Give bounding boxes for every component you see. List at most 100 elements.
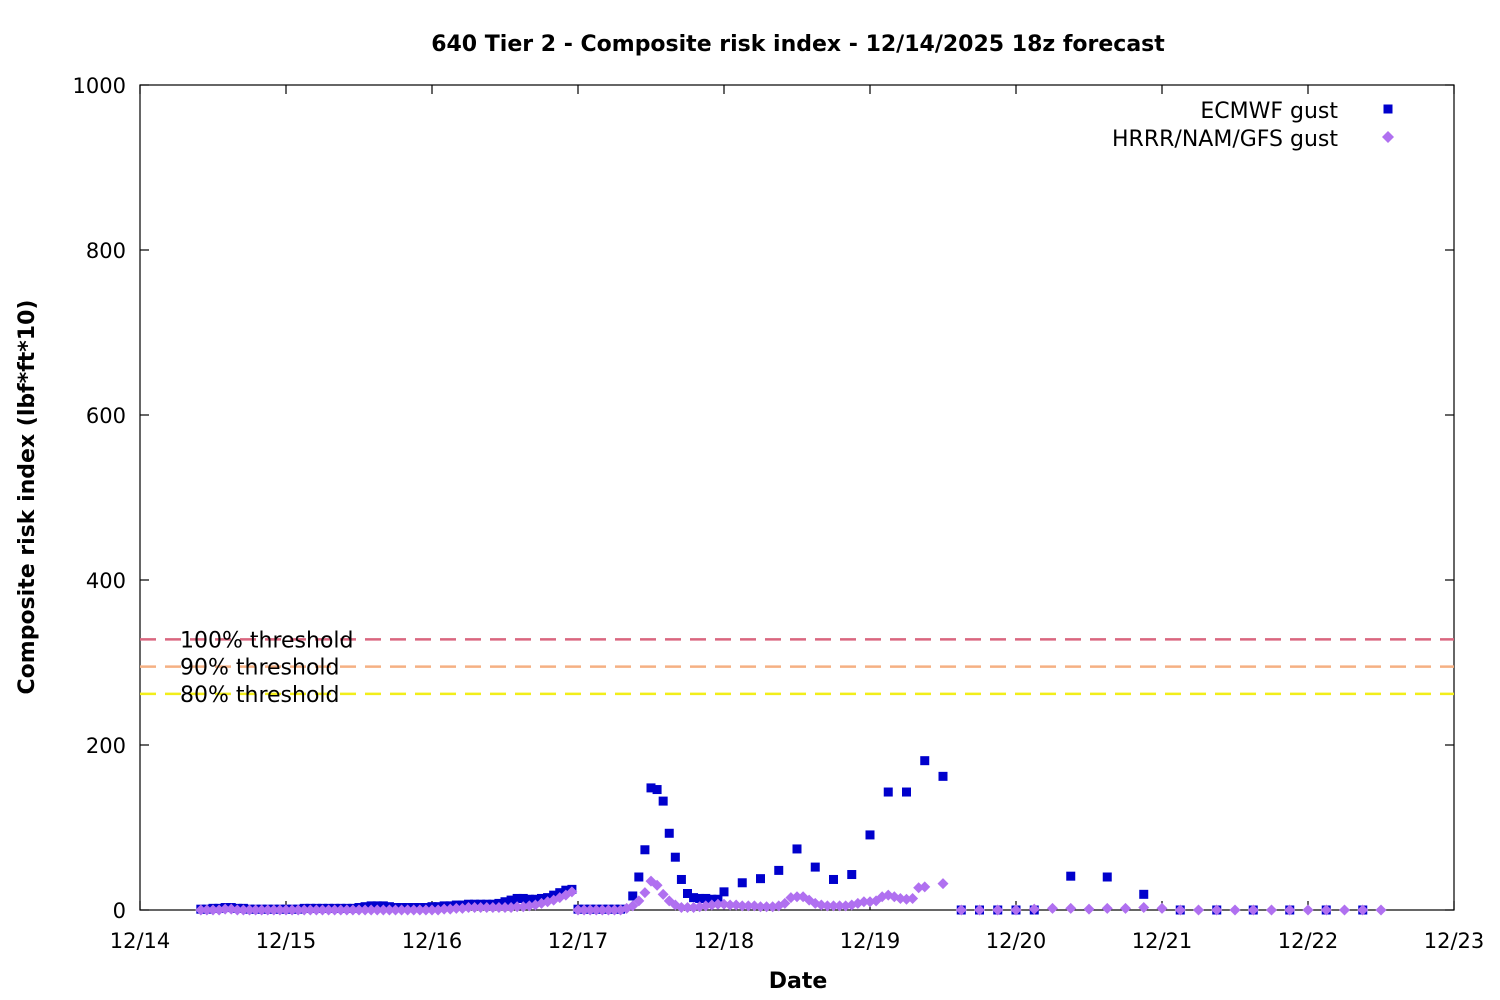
hrrr-point: [736, 900, 748, 912]
hrrr-point: [286, 904, 298, 916]
ecmwf-point: [506, 895, 516, 905]
hrrr-point: [1302, 904, 1314, 916]
hrrr-point: [371, 904, 383, 916]
hrrr-point: [262, 904, 274, 916]
x-tick-label: 12/17: [548, 929, 609, 953]
hrrr-point: [834, 900, 846, 912]
hrrr-point: [268, 904, 280, 916]
ecmwf-point: [847, 870, 857, 880]
y-tick-label: 600: [86, 404, 126, 428]
hrrr-point: [1320, 904, 1332, 916]
hrrr-point: [310, 904, 322, 916]
hrrr-point: [1357, 904, 1369, 916]
hrrr-point: [420, 904, 432, 916]
hrrr-point: [231, 904, 243, 916]
hrrr-point: [566, 886, 578, 898]
hrrr-point: [1120, 902, 1131, 914]
hrrr-point: [578, 904, 590, 916]
hrrr-point: [609, 904, 620, 916]
hrrr-point: [828, 900, 839, 912]
y-tick-label: 0: [113, 899, 126, 923]
hrrr-point: [1028, 903, 1040, 915]
x-axis-label: Date: [769, 969, 828, 994]
ecmwf-point: [883, 787, 893, 797]
hrrr-point: [590, 904, 602, 916]
axis-ticks: 0 200 400 600 800 1000 12/14 12/15 12/16 12/17 12/…: [73, 74, 1485, 953]
x-tick-label: 12/18: [694, 929, 755, 953]
ecmwf-point: [640, 845, 650, 855]
ecmwf-point: [524, 894, 534, 904]
hrrr-point: [329, 904, 341, 916]
x-tick-label: 12/20: [986, 929, 1047, 953]
y-tick-label: 1000: [73, 74, 126, 98]
hrrr-point: [779, 897, 791, 909]
hrrr-point: [572, 904, 584, 916]
x-tick-label: 12/14: [110, 929, 171, 953]
ecmwf-point: [1066, 871, 1076, 881]
ecmwf-point: [658, 796, 668, 806]
hrrr-point: [602, 904, 614, 916]
y-axis-label: Composite risk index (lbf*ft*10): [15, 300, 40, 695]
hrrr-point: [390, 904, 401, 916]
legend-marker-ecmwf: [1383, 104, 1393, 114]
hrrr-point: [992, 904, 1004, 916]
ecmwf-point: [902, 787, 911, 797]
hrrr-point: [377, 904, 389, 916]
hrrr-point: [1047, 902, 1058, 914]
hrrr-point: [323, 904, 335, 916]
hrrr-point: [335, 904, 347, 916]
hrrr-point: [1083, 903, 1095, 915]
hrrr-point: [1174, 904, 1186, 916]
ecmwf-point: [1102, 872, 1112, 882]
hrrr-point: [858, 896, 870, 908]
hrrr-point: [1065, 902, 1077, 914]
hrrr-point: [219, 903, 231, 915]
hrrr-point: [907, 892, 919, 904]
hrrr-point: [1156, 902, 1168, 914]
ecmwf-point: [646, 783, 656, 793]
ecmwf-point: [676, 874, 686, 884]
ecmwf-point: [683, 889, 692, 898]
hrrr-point: [207, 904, 219, 916]
hrrr-point: [450, 902, 462, 914]
hrrr-point: [463, 902, 474, 914]
ecmwf-point: [670, 852, 680, 862]
hrrr-point: [244, 904, 255, 916]
ecmwf-point: [530, 894, 540, 904]
ecmwf-point: [701, 893, 711, 903]
ecmwf-point: [1139, 889, 1149, 899]
hrrr-point: [639, 887, 651, 899]
hrrr-point: [955, 904, 967, 916]
y-tick-label: 800: [86, 239, 126, 263]
hrrr-point: [487, 902, 499, 914]
ecmwf-point: [829, 874, 838, 884]
ecmwf-point: [792, 844, 802, 854]
ecmwf-point: [938, 771, 948, 781]
x-tick-label: 12/16: [402, 929, 463, 953]
hrrr-point: [408, 904, 420, 916]
hrrr-point: [1010, 904, 1022, 916]
y-tick-label: 400: [86, 569, 126, 593]
hrrr-point: [383, 904, 395, 916]
hrrr-point: [475, 902, 487, 914]
ecmwf-point: [774, 865, 784, 875]
hrrr-point: [365, 904, 377, 916]
hrrr-point: [317, 904, 328, 916]
hrrr-point: [1138, 902, 1150, 914]
ecmwf-point: [719, 887, 729, 897]
hrrr-point: [402, 904, 414, 916]
hrrr-point: [353, 904, 365, 916]
hrrr-point: [682, 902, 693, 914]
ecmwf-point: [707, 894, 717, 904]
x-tick-label: 12/22: [1278, 929, 1339, 953]
ecmwf-point: [634, 872, 644, 882]
hrrr-point: [511, 901, 523, 913]
hrrr-point: [974, 904, 985, 916]
x-tick-label: 12/15: [256, 929, 317, 953]
ecmwf-point: [920, 756, 930, 766]
hrrr-point: [937, 878, 949, 890]
hrrr-point: [499, 902, 511, 914]
ecmwf-point: [628, 891, 638, 901]
